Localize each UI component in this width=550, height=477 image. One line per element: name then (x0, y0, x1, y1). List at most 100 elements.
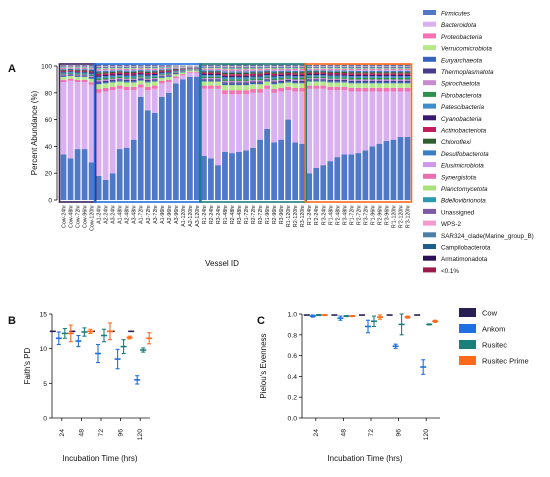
panel-a-bar-segment (222, 71, 228, 72)
panel-a-bar-segment (320, 81, 326, 85)
panel-a-bar-segment (264, 69, 270, 70)
y-tick-label: 0 (43, 416, 47, 423)
panel-a-bar-segment (215, 89, 221, 165)
panel-a-bar-segment (61, 76, 67, 77)
panel-a-bar-segment (145, 77, 151, 78)
panel-a-bar-segment (384, 79, 390, 80)
panel-a-bar-segment (299, 66, 305, 67)
panel-a-bar-segment (341, 77, 347, 78)
panel-a-bar-segment (82, 149, 88, 200)
panel-a-bar-segment (377, 81, 383, 82)
panel-a-bar-segment (313, 74, 319, 75)
panel-a-bar-segment (362, 83, 368, 88)
panel-a-bar-segment (348, 65, 354, 66)
panel-a-x-tick-label: R1-96hr (265, 205, 271, 224)
panel-a-bar-segment (271, 83, 277, 84)
panel-a-bar-segment (201, 70, 207, 71)
panel-a-legend: FirmicutesBacteroidotaProteobacteriaVerr… (423, 10, 534, 275)
panel-a-bar-segment (250, 68, 256, 69)
panel-a-bar-segment (131, 140, 137, 200)
panel-a-bar-segment (250, 80, 256, 81)
panel-a-bar-segment (96, 93, 102, 176)
panel-a-bar-segment (285, 120, 291, 200)
panel-a-bar-segment (61, 74, 67, 75)
panel-a-bar-segment (152, 67, 158, 68)
panel-a-bar-segment (110, 77, 116, 78)
panel-a-bar-segment (292, 73, 298, 75)
panel-a-bar-segment (215, 70, 221, 71)
panel-a-bar-segment (110, 87, 116, 90)
panel-a-x-tick-label: R'3-72hr (363, 205, 369, 225)
panel-a-bar-segment (229, 79, 235, 81)
panel-a-bar-segment (61, 75, 67, 76)
legend-swatch (459, 308, 476, 317)
panel-a-bar-segment (257, 140, 263, 200)
panel-a-bar-segment (398, 67, 404, 68)
panel-a-bar-segment (278, 72, 284, 73)
panel-a-bar-segment (327, 82, 333, 86)
panel-a-bar-segment (299, 72, 305, 73)
panel-a-bar-segment (405, 70, 411, 71)
panel-a-bar-segment (201, 77, 207, 78)
panel-a-bar-segment (61, 77, 67, 80)
legend-swatch (459, 340, 476, 349)
panel-a-bar-segment (391, 88, 397, 92)
panel-a-legend-swatch (423, 127, 436, 132)
x-tick-label: 120 (423, 429, 430, 441)
panel-a-legend-label: Elusimicrobiota (441, 163, 484, 170)
panel-a-bar-segment (75, 72, 81, 73)
panel-a-bar-segment (166, 70, 172, 71)
panel-a-bar-segment (117, 77, 123, 78)
panel-a-bar-segment (103, 91, 109, 179)
panel-a-bar-segment (334, 72, 340, 73)
panel-a-legend-swatch (423, 10, 436, 15)
panel-a-bar-segment (110, 81, 116, 82)
panel-a-bar-segment (250, 79, 256, 81)
panel-a-bar-segment (313, 80, 319, 81)
panel-a-bar-segment (405, 68, 411, 69)
panel-a-legend-label: Patescibacteria (441, 104, 485, 111)
panel-a-bar-segment (355, 81, 361, 82)
panel-a-bar-segment (222, 66, 228, 67)
panel-a-bar-segment (320, 75, 326, 77)
panel-a-bar-segment (229, 69, 235, 70)
panel-a-bar-segment (250, 77, 256, 79)
panel-a-bar-segment (405, 66, 411, 67)
panel-a-bar-segment (384, 66, 390, 67)
panel-a-bar-segment (96, 65, 102, 66)
panel-a-bar-segment (355, 75, 361, 76)
panel-a-bar-segment (89, 85, 95, 163)
panel-a-bar-segment (313, 70, 319, 71)
panel-a-bar-segment (278, 68, 284, 69)
panel-a-bar-segment (96, 69, 102, 70)
panel-a-bar-segment (377, 67, 383, 68)
panel-a-legend-label: Cyanobacteria (441, 116, 482, 123)
panel-a-bar-segment (327, 73, 333, 74)
panel-a-bar-segment (398, 81, 404, 82)
panel-a-bar-segment (334, 68, 340, 69)
panel-a-bar-segment (257, 68, 263, 69)
panel-a-bar-segment (348, 88, 354, 92)
panel-a-bar-segment (264, 86, 270, 89)
panel-a-bar-segment (384, 68, 390, 69)
panel-a-x-tick-label: R'3-96hr (384, 205, 390, 225)
panel-a-bar-segment (355, 71, 361, 72)
panel-a-bar-segment (236, 73, 242, 74)
panel-a-bar-segment (341, 79, 347, 80)
panel-a-bar-segment (250, 74, 256, 76)
panel-a-bar-segment (117, 70, 123, 71)
panel-a-label: A (8, 63, 16, 75)
panel-a-bar-segment (271, 69, 277, 70)
panel-a-bar-segment (264, 77, 270, 78)
panel-a-bar-segment (208, 70, 214, 71)
panel-a-bar-segment (398, 83, 404, 88)
panel-a-bar-segment (398, 65, 404, 66)
panel-a-bar-segment (124, 71, 130, 72)
panel-a-bar-segment (299, 75, 305, 76)
panel-a-bar-segment (250, 89, 256, 93)
panel-a-bar-segment (131, 81, 137, 82)
panel-a-bar-segment (306, 79, 312, 80)
panel-a-legend-swatch (423, 150, 436, 155)
panel-a-bar-segment (110, 68, 116, 69)
